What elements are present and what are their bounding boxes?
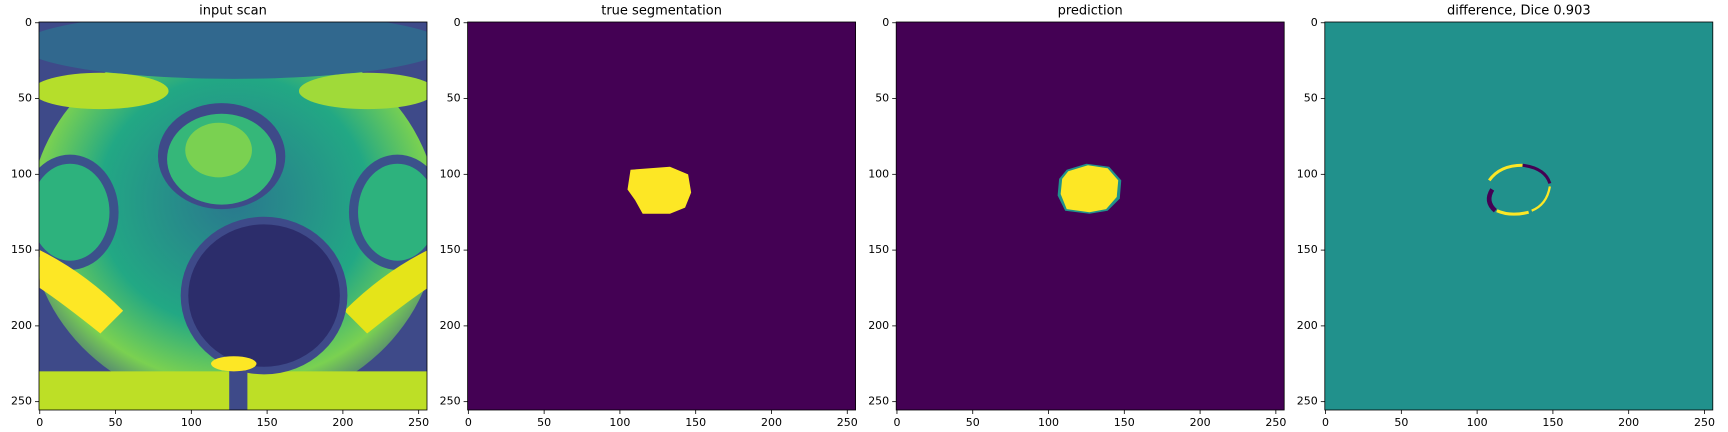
- x-tick-label: 50: [109, 416, 123, 429]
- image-panel: [39, 22, 427, 410]
- y-tick-label: 250: [11, 395, 32, 408]
- x-tick-label: 100: [1038, 416, 1059, 429]
- y-tick-label: 50: [447, 92, 461, 105]
- y-tick-label: 150: [868, 243, 889, 256]
- y-tick-label: 250: [440, 395, 461, 408]
- y-tick-label: 50: [875, 92, 889, 105]
- x-tick-label: 250: [837, 416, 858, 429]
- image-panel: [896, 22, 1285, 410]
- y-tick-label: 250: [868, 395, 889, 408]
- x-tick-label: 150: [1114, 416, 1135, 429]
- x-tick-label: 100: [1467, 416, 1488, 429]
- y-tick-label: 150: [1297, 243, 1318, 256]
- x-tick-label: 0: [36, 416, 43, 429]
- image-panel: [1324, 22, 1713, 410]
- y-tick-label: 200: [1297, 319, 1318, 332]
- x-tick-label: 150: [257, 416, 278, 429]
- y-tick-label: 0: [25, 16, 32, 29]
- y-tick-label: 50: [1304, 92, 1318, 105]
- x-tick-label: 50: [1394, 416, 1408, 429]
- y-tick-label: 200: [11, 319, 32, 332]
- panel-title: prediction: [1058, 4, 1123, 19]
- x-tick-label: 200: [761, 416, 782, 429]
- axes-frame: [38, 21, 428, 411]
- x-tick-label: 250: [1265, 416, 1286, 429]
- x-tick-label: 50: [966, 416, 980, 429]
- y-tick-label: 150: [11, 243, 32, 256]
- x-tick-label: 50: [537, 416, 551, 429]
- y-tick-label: 100: [868, 167, 889, 180]
- y-tick-label: 150: [440, 243, 461, 256]
- axes-frame: [895, 21, 1285, 411]
- x-tick-label: 0: [893, 416, 900, 429]
- image-panel: [467, 22, 856, 410]
- y-tick-label: 200: [440, 319, 461, 332]
- axes-frame: [1324, 21, 1714, 411]
- y-tick-label: 50: [18, 92, 32, 105]
- x-tick-label: 100: [181, 416, 202, 429]
- y-tick-label: 0: [454, 16, 461, 29]
- panel-title: input scan: [199, 4, 267, 19]
- panel-title: true segmentation: [601, 4, 722, 19]
- x-tick-label: 150: [1542, 416, 1563, 429]
- x-tick-label: 200: [332, 416, 353, 429]
- x-tick-label: 100: [609, 416, 630, 429]
- x-tick-label: 250: [1694, 416, 1715, 429]
- x-tick-label: 0: [1322, 416, 1329, 429]
- x-tick-label: 200: [1618, 416, 1639, 429]
- y-tick-label: 200: [868, 319, 889, 332]
- y-tick-label: 0: [882, 16, 889, 29]
- y-tick-label: 0: [1311, 16, 1318, 29]
- x-tick-label: 0: [465, 416, 472, 429]
- x-tick-label: 200: [1190, 416, 1211, 429]
- axes-frame: [467, 21, 857, 411]
- y-tick-label: 100: [1297, 167, 1318, 180]
- y-tick-label: 100: [440, 167, 461, 180]
- panel-title: difference, Dice 0.903: [1447, 4, 1591, 19]
- x-tick-label: 250: [408, 416, 429, 429]
- y-tick-label: 100: [11, 167, 32, 180]
- y-tick-label: 250: [1297, 395, 1318, 408]
- x-tick-label: 150: [685, 416, 706, 429]
